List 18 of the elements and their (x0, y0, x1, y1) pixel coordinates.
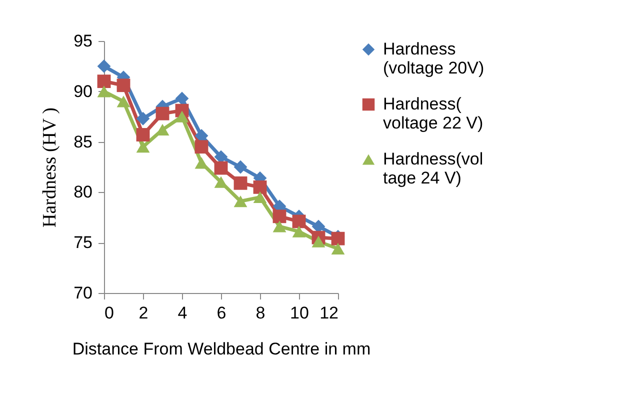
x-tick-label: 4 (178, 304, 188, 322)
x-tick-label: 8 (256, 304, 266, 322)
legend-label: Hardness (voltage 20V) (383, 40, 484, 78)
x-tick-label: 0 (104, 304, 114, 322)
x-axis-title: Distance From Weldbead Centre in mm (72, 340, 371, 358)
legend-label: Hardness( voltage 22 V) (383, 94, 484, 132)
x-tick-label: 6 (216, 304, 226, 322)
y-tick-label: 85 (74, 132, 92, 152)
x-tick-label: 10 (290, 304, 309, 322)
legend-label: Hardness(voltage 24 V) (383, 150, 484, 188)
x-tick-label: 2 (138, 304, 148, 322)
y-tick-label: 80 (74, 182, 92, 202)
x-tick-label: 12 (320, 304, 338, 322)
y-tick-label: 90 (74, 82, 92, 101)
y-tick-label: 95 (74, 32, 92, 50)
y-tick-label: 70 (74, 284, 92, 302)
y-axis-title: Hardness (HV ) (40, 108, 61, 228)
y-tick-label: 75 (74, 233, 92, 252)
